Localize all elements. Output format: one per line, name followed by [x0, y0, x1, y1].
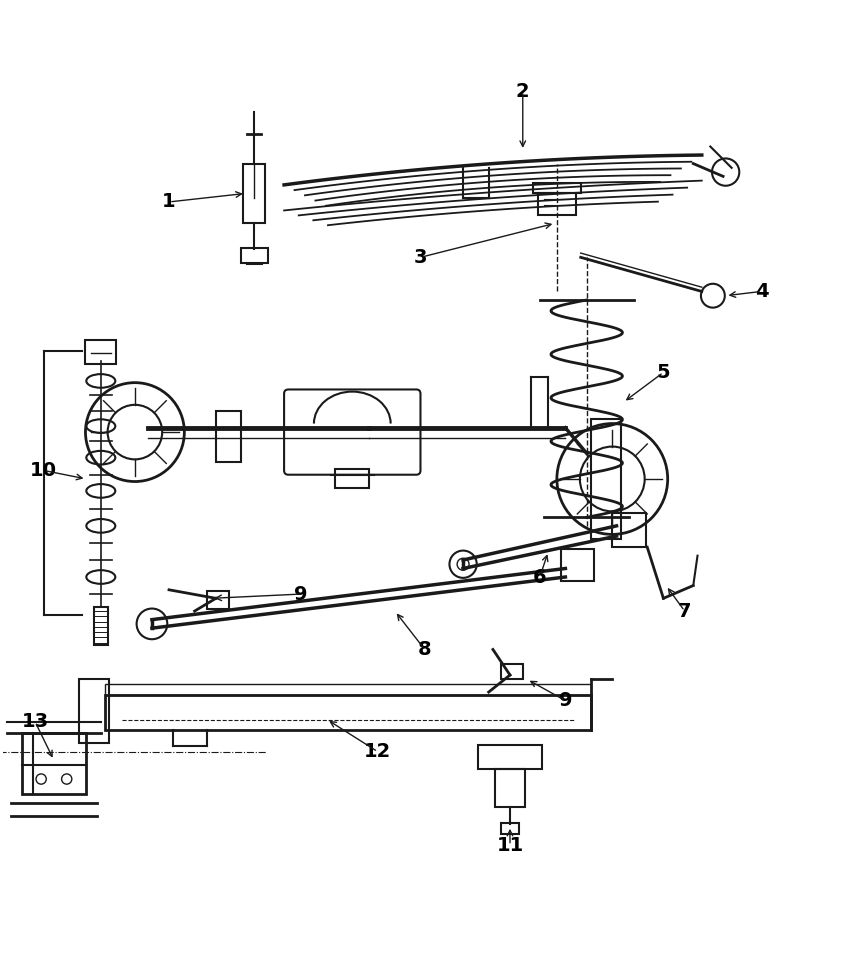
Bar [94, 606, 107, 645]
Bar [495, 769, 525, 807]
Bar [335, 469, 369, 488]
Bar [240, 248, 268, 263]
Text: 7: 7 [678, 602, 692, 621]
Text: 13: 13 [21, 713, 49, 731]
Bar [561, 549, 594, 581]
Text: 9: 9 [294, 585, 308, 604]
Bar [591, 419, 621, 538]
Text: 2: 2 [516, 82, 529, 100]
Text: 1: 1 [162, 192, 176, 212]
Bar [533, 183, 581, 193]
Bar [105, 683, 591, 694]
Bar [105, 694, 591, 730]
Bar [243, 164, 265, 223]
Text: 3: 3 [414, 248, 427, 267]
Bar [21, 733, 87, 795]
Text: 9: 9 [559, 691, 572, 710]
Text: 11: 11 [497, 836, 523, 855]
Text: 4: 4 [755, 282, 768, 301]
Text: 8: 8 [418, 640, 432, 659]
Text: 6: 6 [533, 567, 547, 587]
Text: 12: 12 [365, 742, 391, 761]
Bar [208, 592, 229, 608]
Bar [86, 340, 116, 364]
Text: 10: 10 [30, 461, 57, 480]
Bar [501, 664, 523, 680]
Text: 5: 5 [656, 363, 670, 382]
Bar [80, 680, 109, 743]
Bar [216, 410, 241, 462]
Bar [538, 193, 576, 214]
Bar [478, 745, 542, 769]
Bar [501, 823, 518, 835]
Bar [613, 513, 646, 547]
